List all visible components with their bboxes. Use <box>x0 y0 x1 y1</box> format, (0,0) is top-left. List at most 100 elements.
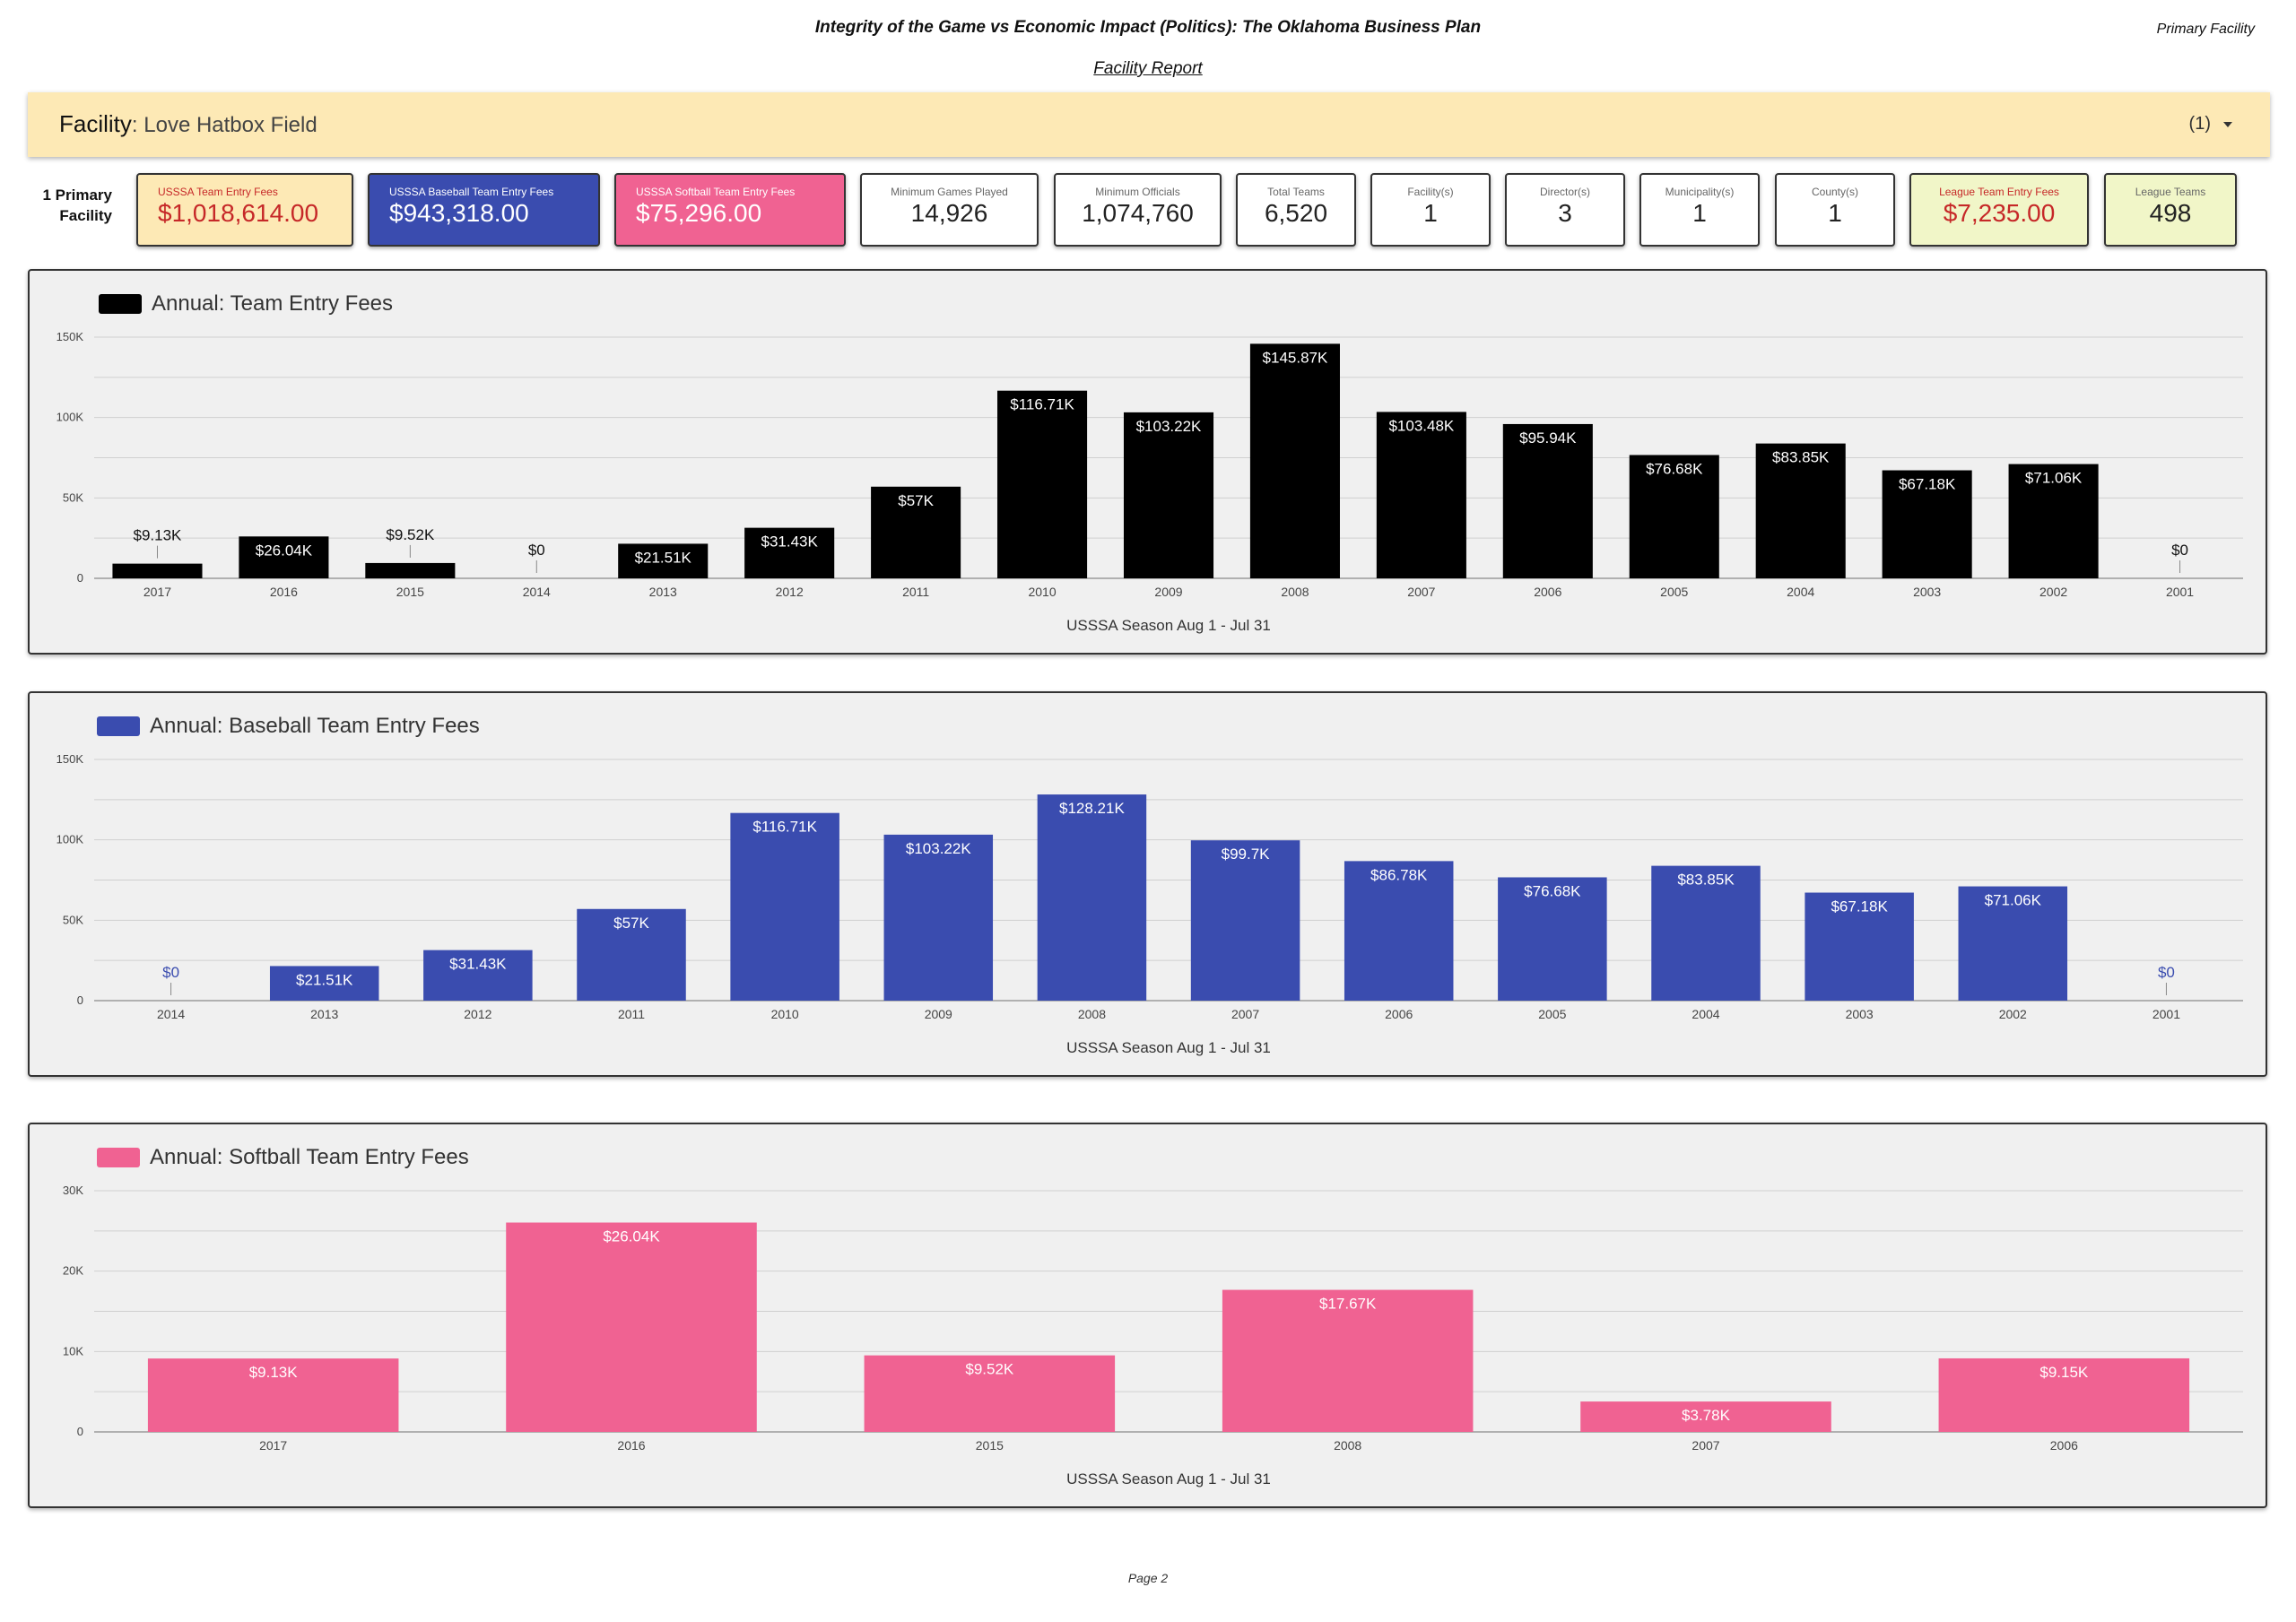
data-label: $83.85K <box>1772 449 1830 466</box>
x-tick-label: 2001 <box>2166 585 2194 599</box>
bar <box>423 950 533 1001</box>
data-label: $76.68K <box>1524 882 1581 899</box>
report-title: Integrity of the Game vs Economic Impact… <box>814 18 1482 37</box>
x-tick-label: 2001 <box>2152 1007 2180 1021</box>
y-tick-label: 20K <box>63 1264 83 1278</box>
data-label: $9.15K <box>2039 1364 2089 1381</box>
data-label: $9.13K <box>249 1364 299 1381</box>
bar <box>1958 886 2068 1001</box>
page-number: Page 2 <box>1127 1571 1169 1585</box>
legend-swatch <box>99 294 142 314</box>
kpi-directors: Director(s) 3 <box>1505 173 1625 247</box>
x-tick-label: 2004 <box>1692 1007 1719 1021</box>
x-tick-label: 2005 <box>1538 1007 1566 1021</box>
x-tick-label: 2013 <box>649 585 677 599</box>
x-tick-label: 2015 <box>396 585 424 599</box>
chart-baseball-team-entry-fees: Annual: Baseball Team Entry Fees 0 50K 100K… <box>57 714 2243 1056</box>
bar <box>1651 865 1761 1001</box>
bar <box>1376 412 1466 578</box>
x-tick-label: 2003 <box>1913 585 1941 599</box>
bar <box>744 527 835 578</box>
chart-panel-baseball-team-entry-fees: Annual: Baseball Team Entry Fees 0 50K 100K… <box>28 691 2267 1077</box>
facility-filter-dropdown[interactable]: (1) <box>2189 114 2232 134</box>
bar <box>618 543 709 578</box>
chart-title: Annual: Team Entry Fees <box>152 291 393 316</box>
data-label: $0 <box>2158 964 2175 981</box>
x-tick-label: 2006 <box>1385 1007 1413 1021</box>
data-label: $103.22K <box>1136 418 1202 435</box>
chart-panel-team-entry-fees: Annual: Team Entry Fees 0 50K 100K 150K $9.13… <box>28 269 2267 655</box>
x-tick-label: 2014 <box>157 1007 185 1021</box>
bar <box>1037 794 1147 1001</box>
bar <box>871 486 961 578</box>
kpi-baseball-team-entry-fees: USSSA Baseball Team Entry Fees $943,318.… <box>368 173 600 247</box>
data-label: $31.43K <box>449 956 507 973</box>
data-label: $57K <box>613 915 649 932</box>
x-tick-label: 2016 <box>617 1438 645 1453</box>
y-tick-label: 150K <box>57 752 84 766</box>
x-axis-label: USSSA Season Aug 1 - Jul 31 <box>1066 1039 1271 1056</box>
x-axis-label: USSSA Season Aug 1 - Jul 31 <box>1066 617 1271 634</box>
x-tick-label: 2002 <box>2039 585 2067 599</box>
data-label: $95.94K <box>1519 429 1577 447</box>
y-tick-label: 50K <box>63 913 83 926</box>
data-label: $57K <box>898 492 934 509</box>
data-label: $71.06K <box>2025 470 2083 487</box>
data-label: $0 <box>528 542 545 559</box>
data-label: $86.78K <box>1370 866 1428 883</box>
x-tick-label: 2006 <box>1534 585 1561 599</box>
bar <box>1755 443 1846 578</box>
facility-filter-value: : Love Hatbox Field <box>131 113 317 137</box>
bar <box>506 1222 757 1432</box>
x-tick-label: 2009 <box>925 1007 952 1021</box>
facility-filter-bar[interactable]: Facility: Love Hatbox Field (1) <box>28 92 2270 157</box>
data-label: $71.06K <box>1985 892 2042 909</box>
x-tick-label: 2011 <box>618 1007 645 1021</box>
data-label: $103.48K <box>1388 417 1454 434</box>
bar <box>1498 877 1607 1001</box>
report-subtitle: Facility Report <box>1093 59 1203 78</box>
x-tick-label: 2006 <box>2050 1438 2078 1453</box>
data-label: $26.04K <box>256 542 313 559</box>
bar <box>864 1355 1116 1432</box>
bar <box>883 834 994 1001</box>
data-label: $9.13K <box>134 527 183 544</box>
data-label: $0 <box>162 964 179 981</box>
facility-filter-count: (1) <box>2188 114 2211 134</box>
y-tick-label: 0 <box>77 1425 83 1438</box>
x-tick-label: 2016 <box>270 585 298 599</box>
bar <box>1249 343 1340 578</box>
bar <box>1502 423 1593 578</box>
data-label: $99.7K <box>1222 846 1271 863</box>
kpi-league-team-entry-fees: League Team Entry Fees $7,235.00 <box>1909 173 2089 247</box>
data-label: $3.78K <box>1682 1407 1731 1424</box>
y-tick-label: 10K <box>63 1344 83 1357</box>
data-label: $31.43K <box>761 533 819 551</box>
data-label: $76.68K <box>1646 460 1703 477</box>
y-tick-label: 100K <box>57 833 84 846</box>
chart-panel-softball-team-entry-fees: Annual: Softball Team Entry Fees 0 10K 20K 3… <box>28 1123 2267 1508</box>
kpi-minimum-officials: Minimum Officials 1,074,760 <box>1054 173 1222 247</box>
x-tick-label: 2008 <box>1078 1007 1106 1021</box>
bar <box>1805 892 1914 1001</box>
data-label: $9.52K <box>386 526 435 543</box>
chart-title: Annual: Baseball Team Entry Fees <box>150 714 480 738</box>
kpi-counties: County(s) 1 <box>1775 173 1895 247</box>
bar <box>577 908 686 1001</box>
data-label: $83.85K <box>1677 872 1735 889</box>
kpi-facilities: Facility(s) 1 <box>1370 173 1491 247</box>
data-label: $67.18K <box>1899 476 1956 493</box>
x-tick-label: 2010 <box>1028 585 1056 599</box>
data-label: $21.51K <box>635 549 692 566</box>
x-tick-label: 2015 <box>976 1438 1004 1453</box>
x-tick-label: 2011 <box>902 585 929 599</box>
chart-title: Annual: Softball Team Entry Fees <box>150 1145 469 1169</box>
x-tick-label: 2014 <box>523 585 551 599</box>
bar <box>112 563 203 578</box>
bar <box>1580 1401 1831 1432</box>
y-tick-label: 100K <box>57 411 84 424</box>
x-tick-label: 2007 <box>1231 1007 1259 1021</box>
x-tick-label: 2003 <box>1846 1007 1874 1021</box>
data-label: $21.51K <box>296 971 353 988</box>
y-tick-label: 0 <box>77 993 83 1007</box>
